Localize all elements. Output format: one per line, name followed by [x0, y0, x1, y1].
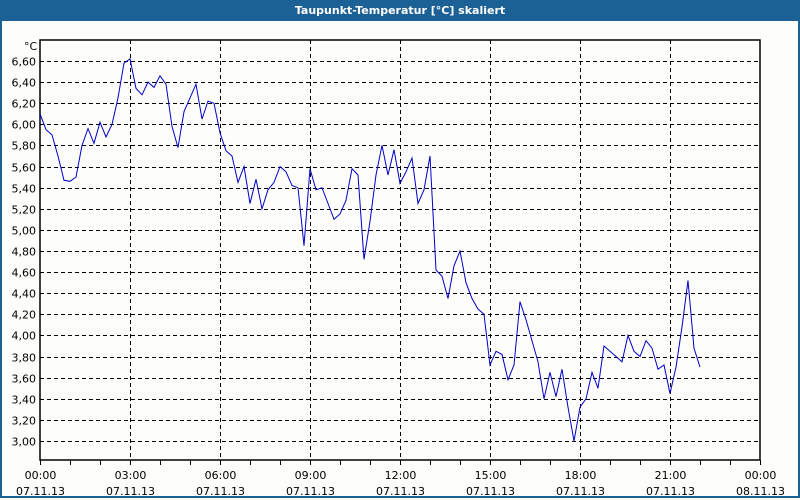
- x-tick-time: 18:00: [565, 469, 597, 482]
- dewpoint-series-line: [39, 58, 701, 442]
- y-tick-label: 6,20: [12, 98, 37, 111]
- y-tick-label: 4,80: [12, 246, 37, 259]
- x-tick-date: 07.11.13: [556, 485, 605, 498]
- x-tick-time: 09:00: [295, 469, 327, 482]
- x-tick-date: 07.11.13: [286, 485, 335, 498]
- y-tick-label: 5,00: [12, 225, 37, 238]
- grid-lines: [40, 40, 760, 460]
- x-tick-time: 12:00: [385, 469, 417, 482]
- y-tick-label: 5,40: [12, 183, 37, 196]
- x-tick-time: 15:00: [475, 469, 507, 482]
- y-tick-label: 4,00: [12, 330, 37, 343]
- x-tick-time: 21:00: [655, 469, 687, 482]
- x-tick-time: 03:00: [115, 469, 147, 482]
- x-tick-date: 07.11.13: [376, 485, 425, 498]
- y-axis-unit-label: °C: [24, 40, 38, 53]
- y-tick-label: 5,60: [12, 162, 37, 175]
- x-tick-time: 06:00: [205, 469, 237, 482]
- y-tick-label: 3,40: [12, 394, 37, 407]
- y-tick-label: 6,00: [12, 119, 37, 132]
- y-tick-label: 3,60: [12, 373, 37, 386]
- x-tick-date: 07.11.13: [196, 485, 245, 498]
- y-tick-label: 3,20: [12, 415, 37, 428]
- y-tick-label: 4,20: [12, 309, 37, 322]
- y-tick-label: 5,80: [12, 140, 37, 153]
- x-tick-time: 00:00: [25, 469, 57, 482]
- y-axis: 6,60 6,40 6,20 6,00 5,80 5,60 5,40 5,20 5,00 4,80…: [12, 56, 37, 449]
- y-tick-label: 4,60: [12, 267, 37, 280]
- x-tick-date: 07.11.13: [466, 485, 515, 498]
- x-tick-time: 00:00: [745, 469, 777, 482]
- x-tick-date: 07.11.13: [16, 485, 65, 498]
- x-tick-date: 08.11.13: [736, 485, 785, 498]
- y-tick-label: 4,40: [12, 288, 37, 301]
- x-tick-date: 07.11.13: [106, 485, 155, 498]
- y-tick-label: 3,80: [12, 352, 37, 365]
- y-tick-label: 6,60: [12, 56, 37, 69]
- x-tick-date: 07.11.13: [646, 485, 695, 498]
- y-tick-label: 5,20: [12, 204, 37, 217]
- chart-title: Taupunkt-Temperatur [°C] skaliert: [0, 0, 800, 21]
- y-tick-label: 3,00: [12, 436, 37, 449]
- x-axis: 00:00 07.11.13 03:00 07.11.13 06:00 07.11.13 0…: [16, 460, 785, 498]
- y-tick-label: 6,40: [12, 77, 37, 90]
